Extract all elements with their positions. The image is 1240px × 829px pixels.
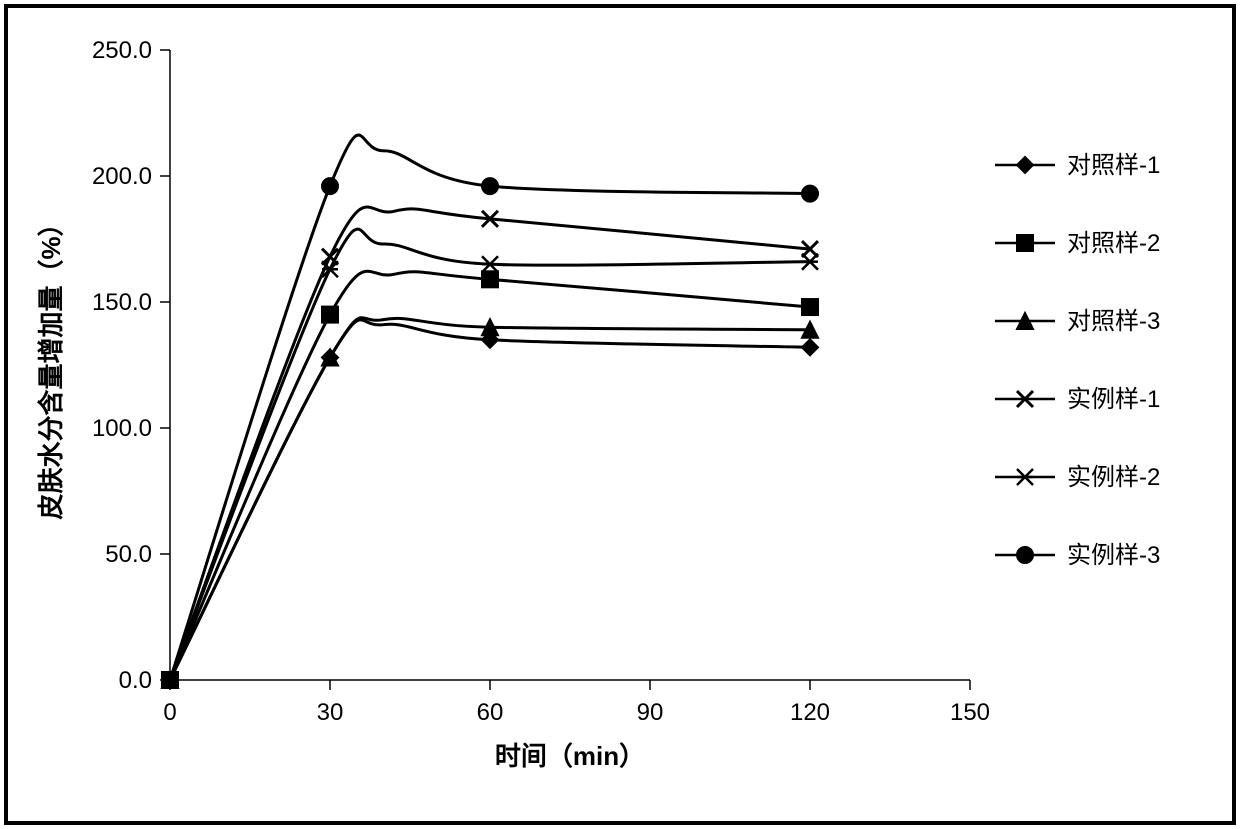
legend-label: 对照样-2 bbox=[1067, 230, 1160, 257]
x-tick-label: 150 bbox=[950, 699, 990, 726]
y-tick-label: 150.0 bbox=[92, 289, 152, 316]
legend-label: 实例样-1 bbox=[1067, 386, 1160, 413]
x-tick-label: 90 bbox=[637, 699, 664, 726]
x-tick-label: 0 bbox=[163, 699, 176, 726]
marker-square bbox=[802, 299, 818, 315]
marker-circle bbox=[322, 178, 338, 194]
x-tick-label: 60 bbox=[477, 699, 504, 726]
marker-square bbox=[482, 271, 498, 287]
y-tick-label: 200.0 bbox=[92, 163, 152, 190]
outer-border bbox=[6, 6, 1234, 823]
marker-square bbox=[322, 307, 338, 323]
line-chart: 0 30 60 90 120 150 0.0 50.0 100.0 150.0 200.0 250.0… bbox=[0, 0, 1240, 829]
chart-container: 0 30 60 90 120 150 0.0 50.0 100.0 150.0 200.0 250.0… bbox=[0, 0, 1240, 829]
y-tick-label: 250.0 bbox=[92, 37, 152, 64]
x-tick-label: 120 bbox=[790, 699, 830, 726]
y-tick-label: 50.0 bbox=[105, 541, 152, 568]
legend-marker-circle bbox=[1017, 547, 1033, 563]
y-tick-label: 100.0 bbox=[92, 415, 152, 442]
marker-circle bbox=[162, 672, 178, 688]
legend-label: 实例样-3 bbox=[1067, 542, 1160, 569]
x-tick-label: 30 bbox=[317, 699, 344, 726]
y-axis-title: 皮肤水分含量增加量（%） bbox=[36, 210, 66, 519]
legend-marker-square bbox=[1017, 235, 1033, 251]
legend-label: 实例样-2 bbox=[1067, 464, 1160, 491]
y-tick-label: 0.0 bbox=[119, 667, 152, 694]
marker-circle bbox=[482, 178, 498, 194]
legend-label: 对照样-3 bbox=[1067, 308, 1160, 335]
marker-circle bbox=[802, 186, 818, 202]
legend-label: 对照样-1 bbox=[1067, 152, 1160, 179]
x-axis-title: 时间（min） bbox=[495, 741, 645, 771]
